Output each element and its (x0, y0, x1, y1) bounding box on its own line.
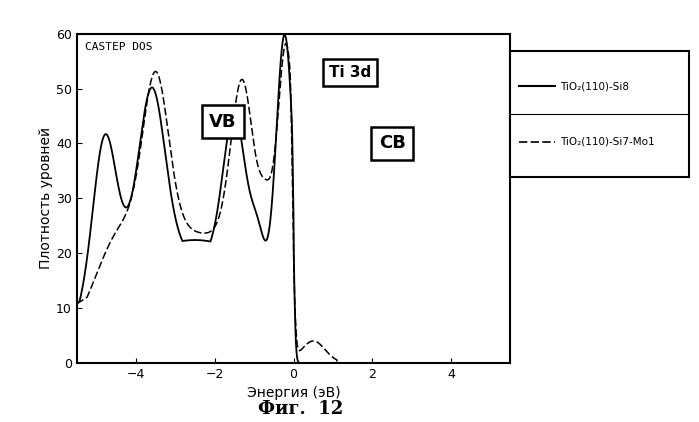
TiO₂(110)-Si8 (122, 205, 131, 210)
TiO₂(110)-Si7-Mo1 (451, 360, 459, 365)
X-axis label: Энергия (эВ): Энергия (эВ) (247, 386, 340, 400)
TiO₂(110)-Si7-Mo1 (148, 75, 157, 80)
TiO₂(110)-Si7-Mo1 (498, 360, 506, 365)
TiO₂(110)-Si8 (498, 360, 506, 365)
TiO₂(110)-Si8 (451, 360, 459, 365)
Text: CB: CB (379, 135, 405, 152)
Text: VB: VB (209, 113, 236, 130)
TiO₂(110)-Si7-Mo1 (239, 78, 247, 83)
TiO₂(110)-Si7-Mo1 (73, 301, 81, 306)
TiO₂(110)-Si8 (506, 360, 514, 365)
TiO₂(110)-Si8 (258, 230, 266, 235)
Text: Ti 3d: Ti 3d (329, 65, 371, 80)
Y-axis label: Плотность уровней: Плотность уровней (39, 127, 53, 269)
TiO₂(110)-Si7-Mo1 (282, 41, 290, 46)
TiO₂(110)-Si8 (280, 32, 289, 37)
TiO₂(110)-Si8 (239, 149, 247, 154)
Line: TiO₂(110)-Si7-Mo1: TiO₂(110)-Si7-Mo1 (77, 43, 510, 363)
Text: Фиг.  12: Фиг. 12 (258, 400, 343, 418)
Text: CASTEP DOS: CASTEP DOS (85, 42, 152, 52)
TiO₂(110)-Si8 (148, 85, 157, 90)
Line: TiO₂(110)-Si8: TiO₂(110)-Si8 (77, 35, 510, 363)
Text: TiO₂(110)-Si7-Mo1: TiO₂(110)-Si7-Mo1 (560, 137, 655, 147)
TiO₂(110)-Si8 (73, 300, 81, 306)
TiO₂(110)-Si7-Mo1 (122, 211, 131, 216)
TiO₂(110)-Si8 (373, 360, 382, 365)
TiO₂(110)-Si7-Mo1 (258, 173, 266, 178)
TiO₂(110)-Si7-Mo1 (415, 360, 423, 365)
Text: TiO₂(110)-Si8: TiO₂(110)-Si8 (560, 81, 629, 91)
TiO₂(110)-Si7-Mo1 (506, 360, 514, 365)
